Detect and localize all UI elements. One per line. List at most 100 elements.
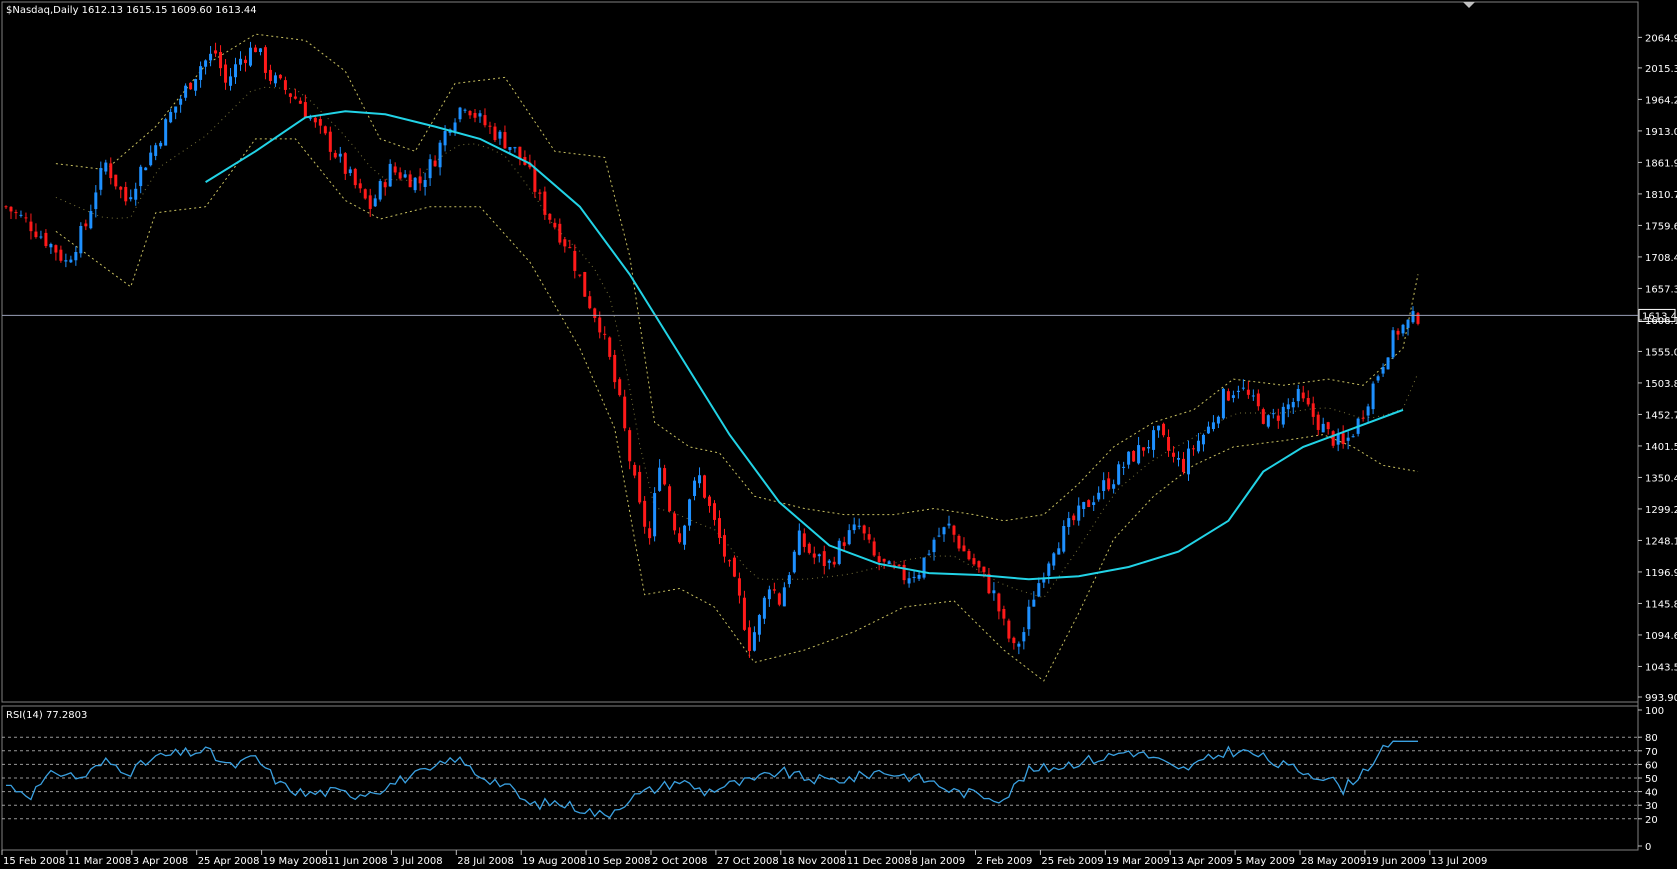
price-tick-label: 1401.55 [1645, 442, 1677, 453]
time-tick-label: 13 Apr 2009 [1171, 856, 1233, 867]
bull-candle [942, 527, 946, 535]
price-tick-label: 1964.20 [1645, 95, 1677, 106]
bull-candle [229, 76, 233, 86]
bear-candle [393, 166, 397, 173]
price-tick-label: 1861.90 [1645, 158, 1677, 169]
bear-candle [1326, 422, 1330, 430]
bear-candle [987, 573, 991, 594]
price-tick-label: 1913.05 [1645, 127, 1677, 138]
bear-candle [533, 168, 537, 192]
rsi-tick-label: 20 [1645, 815, 1658, 826]
bear-candle [558, 223, 562, 243]
bull-candle [1346, 437, 1350, 441]
bear-candle [822, 551, 826, 567]
bear-candle [643, 500, 647, 527]
bear-candle [59, 249, 63, 261]
bear-candle [563, 239, 567, 247]
bear-candle [1087, 500, 1091, 507]
bull-candle [204, 60, 208, 67]
bear-candle [328, 131, 332, 152]
bear-candle [1072, 515, 1076, 521]
bull-candle [782, 587, 786, 607]
bear-candle [703, 475, 707, 498]
bull-candle [912, 576, 916, 578]
bear-candle [333, 152, 337, 158]
bear-candle [303, 102, 307, 118]
bull-candle [74, 251, 78, 261]
bull-candle [1097, 492, 1101, 500]
bear-candle [1132, 450, 1136, 462]
bear-candle [902, 564, 906, 581]
bear-candle [812, 553, 816, 558]
rsi-tick-label: 80 [1645, 733, 1658, 744]
bear-candle [1306, 398, 1310, 405]
bull-candle [69, 259, 73, 263]
bull-candle [234, 64, 238, 78]
bear-candle [14, 212, 18, 214]
rsi-tick-label: 30 [1645, 801, 1658, 812]
price-tick-label: 2064.95 [1645, 33, 1677, 44]
bull-candle [209, 53, 213, 61]
bull-candle [129, 197, 133, 200]
bull-candle [378, 181, 382, 200]
price-tick-label: 1759.60 [1645, 221, 1677, 232]
shift-marker-icon[interactable] [1463, 2, 1475, 8]
bull-candle [927, 553, 931, 555]
bear-candle [358, 183, 362, 189]
price-tick-label: 1606.15 [1645, 316, 1677, 327]
bull-candle [937, 535, 941, 537]
bull-candle [1067, 518, 1071, 527]
bull-candle [1241, 387, 1245, 389]
bear-candle [1246, 389, 1250, 395]
price-tick-label: 1350.40 [1645, 473, 1677, 484]
bear-candle [877, 556, 881, 563]
bull-candle [89, 211, 93, 229]
bear-candle [1142, 447, 1146, 451]
bear-candle [772, 589, 776, 591]
bear-candle [598, 317, 602, 333]
bull-candle [1112, 484, 1116, 489]
bull-candle [922, 557, 926, 578]
time-tick-label: 2 Feb 2009 [977, 856, 1033, 867]
bear-candle [189, 82, 193, 90]
bear-candle [1181, 458, 1185, 473]
bear-candle [538, 192, 542, 194]
bear-candle [862, 525, 866, 534]
bull-candle [179, 98, 183, 105]
bull-candle [1351, 436, 1355, 438]
bull-candle [104, 162, 108, 172]
bull-candle [1216, 416, 1220, 424]
bear-candle [44, 232, 48, 247]
bull-candle [1321, 423, 1325, 433]
bull-candle [39, 236, 43, 238]
bear-candle [214, 50, 218, 54]
bear-candle [313, 117, 317, 123]
bull-candle [159, 142, 163, 147]
bull-candle [1186, 448, 1190, 475]
bear-candle [323, 126, 327, 134]
bear-candle [663, 468, 667, 485]
bull-candle [917, 574, 921, 579]
bear-candle [737, 578, 741, 596]
bear-candle [967, 551, 971, 560]
bull-candle [1271, 413, 1275, 415]
bear-candle [1012, 637, 1016, 644]
bear-candle [727, 560, 731, 562]
bear-candle [109, 163, 113, 179]
bull-candle [1147, 446, 1151, 449]
bear-candle [1361, 417, 1365, 419]
time-tick-label: 3 Jul 2008 [392, 856, 442, 867]
bull-candle [428, 159, 432, 179]
bull-candle [139, 166, 143, 187]
bear-candle [1301, 392, 1305, 399]
bear-candle [867, 534, 871, 540]
bear-candle [268, 69, 272, 81]
bull-candle [1211, 422, 1215, 430]
bull-candle [1027, 606, 1031, 630]
bull-candle [797, 530, 801, 555]
bull-candle [1386, 357, 1390, 370]
bull-candle [1406, 319, 1410, 328]
bull-candle [837, 540, 841, 564]
time-tick-label: 3 Apr 2008 [133, 856, 188, 867]
bull-candle [308, 117, 312, 119]
